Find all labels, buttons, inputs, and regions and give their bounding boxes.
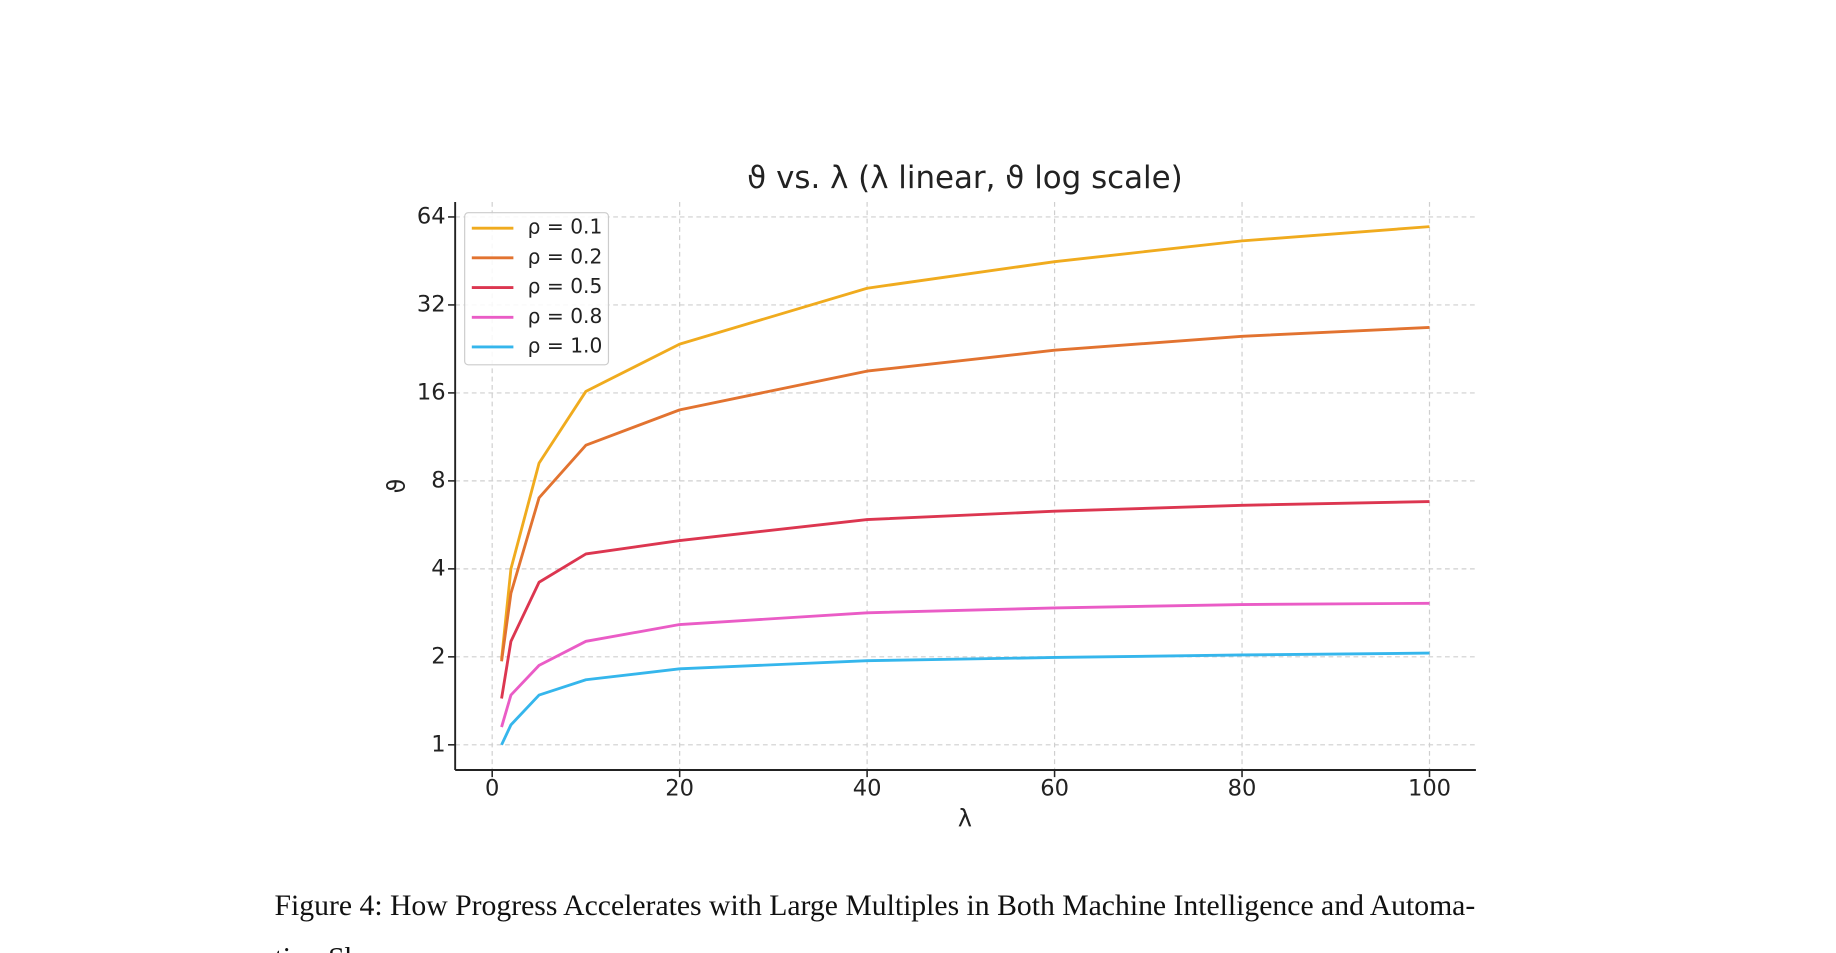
legend-label: ρ = 1.0 bbox=[528, 333, 603, 357]
legend-label: ρ = 0.5 bbox=[528, 274, 603, 298]
y-tick-label: 4 bbox=[431, 555, 445, 581]
legend-box bbox=[464, 212, 610, 366]
y-tick-label: 32 bbox=[417, 291, 446, 317]
y-tick-label: 8 bbox=[431, 467, 445, 493]
x-tick-label: 0 bbox=[485, 776, 499, 802]
x-axis-label: λ bbox=[958, 804, 972, 832]
legend-label: ρ = 0.8 bbox=[528, 304, 603, 328]
line-series bbox=[500, 500, 1430, 699]
x-tick-label: 40 bbox=[853, 776, 882, 802]
x-tick-label: 60 bbox=[1040, 776, 1069, 802]
y-tick-label: 2 bbox=[431, 643, 445, 669]
line-series bbox=[500, 326, 1430, 662]
x-tick-label: 80 bbox=[1228, 776, 1257, 802]
y-tick-label: 1 bbox=[431, 731, 445, 757]
x-tick-label: 20 bbox=[665, 776, 694, 802]
caption-line: Figure 4: How Progress Accelerates with … bbox=[275, 890, 1476, 922]
chart-title: ϑ vs. λ (λ linear, ϑ log scale) bbox=[747, 160, 1183, 196]
legend-label: ρ = 0.1 bbox=[528, 215, 603, 239]
line-series bbox=[500, 225, 1430, 660]
line-series bbox=[500, 651, 1430, 746]
caption-line: tion Shares. bbox=[275, 942, 415, 953]
line-series bbox=[500, 601, 1430, 728]
y-axis-label: ϑ bbox=[383, 479, 411, 494]
y-tick-label: 16 bbox=[417, 379, 446, 405]
legend-label: ρ = 0.2 bbox=[528, 244, 603, 268]
y-tick-label: 64 bbox=[417, 203, 446, 229]
x-tick-label: 100 bbox=[1408, 776, 1451, 802]
